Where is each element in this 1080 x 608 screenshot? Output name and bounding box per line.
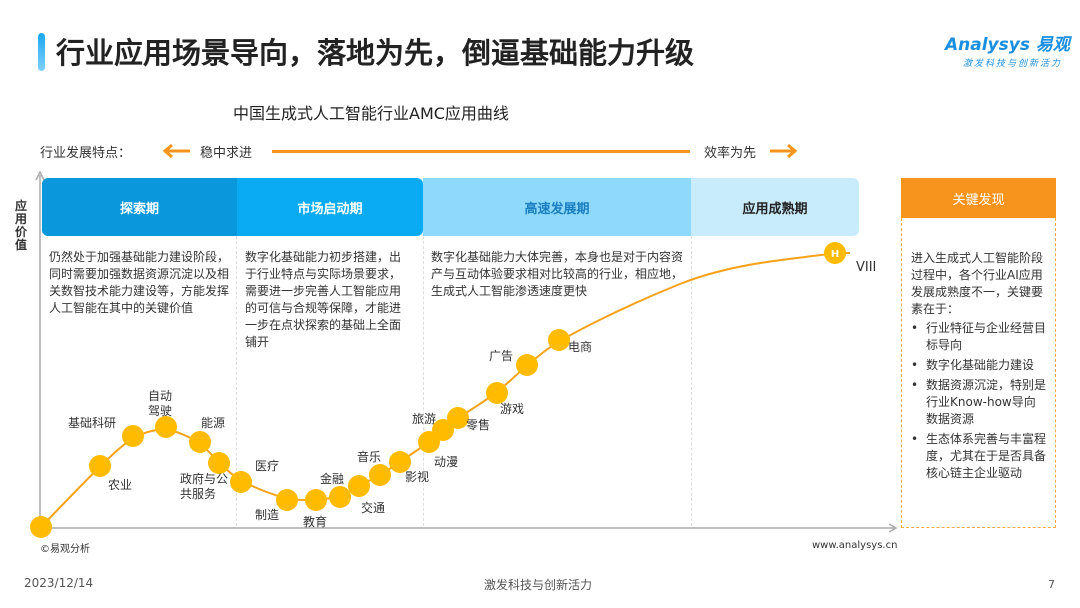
key-finding-item: 行业特征与企业经营目标导向 <box>911 320 1047 354</box>
x-axis <box>40 523 898 533</box>
features-divider <box>272 150 690 153</box>
phase-label: 高速发展期 <box>524 201 590 217</box>
logo-slogan: 激发科技与创新活力 <box>963 59 1063 69</box>
page-title: 行业应用场景导向，落地为先，倒逼基础能力升级 <box>56 36 695 70</box>
industry-dot <box>230 471 252 493</box>
industry-label: 电商 <box>568 339 592 354</box>
industry-label: 交通 <box>361 500 385 515</box>
industry-label: 动漫 <box>434 455 458 469</box>
industry-dot <box>516 354 538 376</box>
phase-divider <box>423 236 424 526</box>
key-finding-item: 数字化基础能力建设 <box>911 357 1047 374</box>
industry-dot <box>432 419 454 441</box>
phase-divider <box>236 236 237 526</box>
industry-dot <box>389 451 411 473</box>
industry-label: 制造 <box>255 508 279 522</box>
industry-dot <box>486 382 508 404</box>
phase-mature: 应用成熟期 <box>691 178 859 236</box>
end-marker-dot <box>824 242 846 264</box>
industry-label: 教育 <box>303 514 327 529</box>
phase-rapid-growth: 高速发展期 <box>423 178 691 236</box>
key-findings-box: 进入生成式人工智能阶段过程中，各个行业AI应用发展成熟度不一，关键要素在于： 行… <box>901 218 1056 528</box>
industry-label: 政府与公共服务 <box>180 471 228 501</box>
phase-label: 市场启动期 <box>297 201 363 217</box>
phase-desc: 数字化基础能力初步搭建，出于行业特点与实际场景要求，需要进一步完善人工智能应用的… <box>245 250 402 349</box>
industry-dot <box>30 516 52 538</box>
phase-desc: 仍然处于加强基础能力建设阶段，同时需要加强数据资源沉淀以及相关数智技术能力建设等… <box>49 250 230 315</box>
industry-label: 农业 <box>108 478 132 492</box>
industry-label: 自动驾驶 <box>148 389 173 418</box>
industry-dot <box>348 475 370 497</box>
industry-dot <box>548 329 570 351</box>
website: www.analysys.cn <box>812 540 898 551</box>
phase-exploration: 探索期 <box>42 178 237 236</box>
features-right: 效率为先 <box>704 146 757 161</box>
industry-label: 游戏 <box>500 402 524 416</box>
industry-dot <box>89 455 111 477</box>
key-finding-item: 数据资源沉淀，特别是行业Know-how导向数据资源 <box>911 377 1047 428</box>
industry-label: 旅游 <box>412 412 436 426</box>
key-findings-intro: 进入生成式人工智能阶段过程中，各个行业AI应用发展成熟度不一，关键要素在于： <box>911 251 1044 316</box>
features-left: 稳中求进 <box>200 146 253 161</box>
key-finding-item: 生态体系完善与丰富程度，尤其在于是否具备核心链主企业驱动 <box>911 431 1047 482</box>
title-accent-bar <box>38 33 45 71</box>
industry-dot <box>189 431 211 453</box>
footer-slogan: 激发科技与创新活力 <box>484 578 593 592</box>
industry-dot <box>369 464 391 486</box>
phase-label: 应用成熟期 <box>742 201 808 217</box>
industry-dot <box>208 452 230 474</box>
industry-label: 金融 <box>320 471 344 486</box>
y-axis-label: 应用价值 <box>15 199 28 252</box>
chart-title: 中国生成式人工智能行业AMC应用曲线 <box>233 104 509 123</box>
end-marker-label: VIII <box>856 260 876 275</box>
industry-dot <box>447 407 469 429</box>
industry-dot <box>155 416 177 438</box>
phase-label: 探索期 <box>119 201 159 217</box>
industry-label: 零售 <box>466 417 490 432</box>
arrow-right-icon <box>770 143 798 159</box>
industry-label: 音乐 <box>357 449 381 464</box>
page-number: 7 <box>1048 578 1055 591</box>
industry-dot <box>276 489 298 511</box>
industry-label: 医疗 <box>255 459 279 473</box>
industry-dot <box>329 486 351 508</box>
phase-desc: 数字化基础能力大体完善，本身也是对于内容资产与互动体验要求相对比较高的行业，相应… <box>431 250 684 298</box>
y-axis <box>35 170 45 530</box>
features-label: 行业发展特点： <box>40 146 132 161</box>
logo: Analysys 易观 <box>945 35 1070 55</box>
date: 2023/12/14 <box>24 576 94 590</box>
source-note: ©易观分析 <box>40 544 90 555</box>
key-findings-title: 关键发现 <box>952 192 1005 208</box>
key-findings-header: 关键发现 <box>901 178 1056 218</box>
end-marker-badge: H <box>831 249 839 260</box>
industry-label: 基础科研 <box>68 416 116 430</box>
industry-dot <box>305 489 327 511</box>
phase-market-launch: 市场启动期 <box>237 178 423 236</box>
industry-label: 广告 <box>489 349 513 363</box>
phase-divider <box>691 236 692 526</box>
industry-dot <box>122 425 144 447</box>
arrow-left-icon <box>162 143 190 159</box>
industry-label: 影视 <box>405 469 429 484</box>
industry-label: 能源 <box>201 416 225 430</box>
